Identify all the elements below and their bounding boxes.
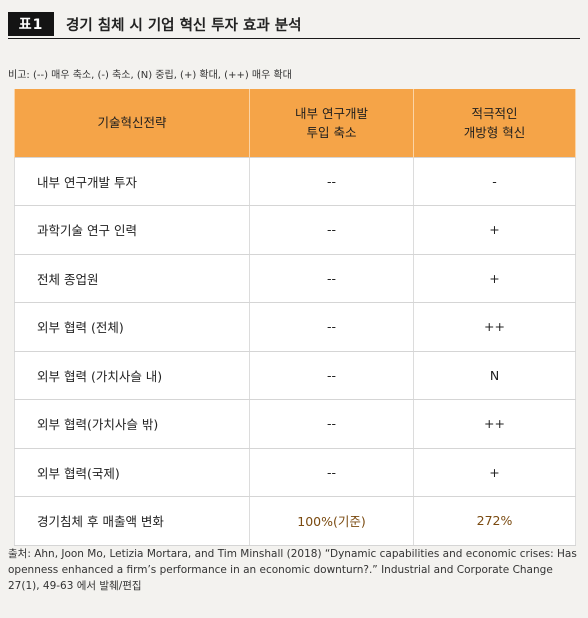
row-label: 전체 종업원 (14, 253, 250, 303)
row-label: 외부 협력 (전체) (14, 302, 250, 352)
table-title-bar: 표1 경기 침체 시 기업 혁신 투자 효과 분석 (8, 10, 580, 39)
row-label: 외부 협력(가치사슬 밖) (14, 399, 250, 449)
column-header-strategy: 기술혁신전략 (14, 89, 250, 157)
rnd-reduction-value: -- (249, 302, 414, 352)
table-row: 외부 협력 (가치사슬 내) -- N (14, 350, 576, 400)
rnd-reduction-value: -- (249, 399, 414, 449)
rnd-reduction-value: -- (249, 205, 414, 255)
column-header-line: 적극적인 (471, 105, 518, 121)
table-number-badge: 표1 (8, 12, 54, 36)
table-row: 외부 협력(가치사슬 밖) -- ++ (14, 399, 576, 449)
table-row: 과학기술 연구 인력 -- + (14, 205, 576, 255)
column-header-line: 투입 축소 (306, 124, 357, 140)
rnd-reduction-value: -- (249, 156, 414, 206)
table-row-sales-change: 경기침체 후 매출액 변화 100%(기준) 272% (14, 496, 576, 546)
column-header-line: 내부 연구개발 (295, 105, 368, 121)
row-label: 과학기술 연구 인력 (14, 205, 250, 255)
row-label: 외부 협력(국제) (14, 447, 250, 497)
table-header-row: 기술혁신전략 내부 연구개발 투입 축소 적극적인 개방형 혁신 (14, 89, 576, 157)
open-innovation-value: ++ (413, 399, 576, 449)
table-row: 전체 종업원 -- + (14, 253, 576, 303)
open-innovation-value: 272% (413, 496, 576, 546)
rnd-reduction-value: -- (249, 447, 414, 497)
legend-note: 비고: (--) 매우 축소, (-) 축소, (N) 중립, (+) 확대, … (8, 70, 292, 81)
column-header-rnd-reduction: 내부 연구개발 투입 축소 (249, 89, 414, 157)
table-row: 내부 연구개발 투자 -- - (14, 156, 576, 206)
open-innovation-value: + (413, 253, 576, 303)
open-innovation-value: N (413, 350, 576, 400)
source-citation: 출처: Ahn, Joon Mo, Letizia Mortara, and T… (8, 548, 577, 592)
table-title: 경기 침체 시 기업 혁신 투자 효과 분석 (66, 18, 302, 34)
open-innovation-value: + (413, 447, 576, 497)
column-header-line: 기술혁신전략 (97, 115, 167, 131)
rnd-reduction-value: -- (249, 350, 414, 400)
column-header-open-innovation: 적극적인 개방형 혁신 (413, 89, 576, 157)
table-row: 외부 협력(국제) -- + (14, 447, 576, 497)
rnd-reduction-value: 100%(기준) (249, 496, 414, 546)
row-label: 내부 연구개발 투자 (14, 156, 250, 206)
innovation-strategy-table: 기술혁신전략 내부 연구개발 투입 축소 적극적인 개방형 혁신 내부 연구개발… (14, 89, 576, 546)
rnd-reduction-value: -- (249, 253, 414, 303)
row-label: 외부 협력 (가치사슬 내) (14, 350, 250, 400)
column-header-line: 개방형 혁신 (463, 124, 526, 140)
open-innovation-value: - (413, 156, 576, 206)
open-innovation-value: + (413, 205, 576, 255)
row-label: 경기침체 후 매출액 변화 (14, 496, 250, 546)
open-innovation-value: ++ (413, 302, 576, 352)
table-row: 외부 협력 (전체) -- ++ (14, 302, 576, 352)
